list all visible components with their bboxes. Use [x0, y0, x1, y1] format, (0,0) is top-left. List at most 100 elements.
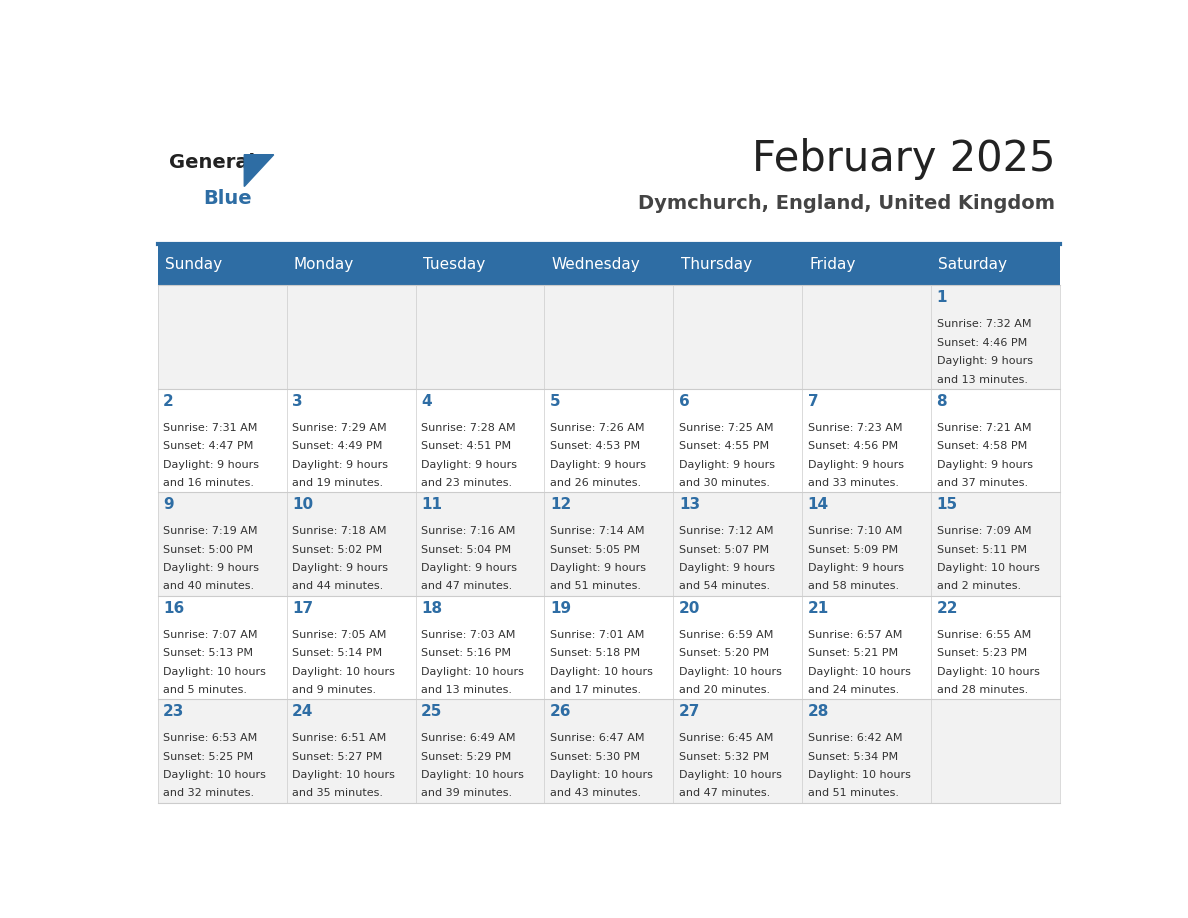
Text: and 23 minutes.: and 23 minutes. — [421, 478, 512, 488]
Text: 9: 9 — [163, 498, 173, 512]
FancyBboxPatch shape — [544, 389, 674, 492]
FancyBboxPatch shape — [931, 492, 1060, 596]
Text: 19: 19 — [550, 601, 571, 616]
Text: 27: 27 — [678, 704, 700, 720]
Text: Sunrise: 7:16 AM: Sunrise: 7:16 AM — [421, 526, 516, 536]
Text: and 2 minutes.: and 2 minutes. — [936, 581, 1020, 591]
FancyBboxPatch shape — [158, 389, 286, 492]
FancyBboxPatch shape — [802, 700, 931, 803]
Text: Daylight: 10 hours: Daylight: 10 hours — [550, 666, 652, 677]
Text: and 26 minutes.: and 26 minutes. — [550, 478, 642, 488]
Text: Daylight: 10 hours: Daylight: 10 hours — [163, 770, 266, 780]
Text: 15: 15 — [936, 498, 958, 512]
Text: Daylight: 9 hours: Daylight: 9 hours — [808, 460, 904, 470]
Text: Sunrise: 7:19 AM: Sunrise: 7:19 AM — [163, 526, 258, 536]
Text: Sunrise: 7:32 AM: Sunrise: 7:32 AM — [936, 319, 1031, 330]
Text: and 32 minutes.: and 32 minutes. — [163, 789, 254, 799]
Text: and 58 minutes.: and 58 minutes. — [808, 581, 899, 591]
Text: Sunrise: 6:47 AM: Sunrise: 6:47 AM — [550, 733, 644, 744]
Text: Sunrise: 6:49 AM: Sunrise: 6:49 AM — [421, 733, 516, 744]
Text: and 9 minutes.: and 9 minutes. — [292, 685, 377, 695]
Text: 21: 21 — [808, 601, 829, 616]
Text: Daylight: 10 hours: Daylight: 10 hours — [936, 666, 1040, 677]
Text: Sunset: 5:16 PM: Sunset: 5:16 PM — [421, 648, 511, 658]
Text: Blue: Blue — [204, 189, 252, 208]
Text: Daylight: 9 hours: Daylight: 9 hours — [550, 460, 646, 470]
Text: and 47 minutes.: and 47 minutes. — [421, 581, 512, 591]
FancyBboxPatch shape — [544, 700, 674, 803]
Text: and 16 minutes.: and 16 minutes. — [163, 478, 254, 488]
Text: Wednesday: Wednesday — [551, 257, 640, 273]
Text: Sunset: 5:30 PM: Sunset: 5:30 PM — [550, 752, 640, 762]
Text: Sunset: 5:00 PM: Sunset: 5:00 PM — [163, 544, 253, 554]
Text: and 13 minutes.: and 13 minutes. — [421, 685, 512, 695]
Text: 28: 28 — [808, 704, 829, 720]
FancyBboxPatch shape — [416, 389, 544, 492]
FancyBboxPatch shape — [674, 285, 802, 389]
FancyBboxPatch shape — [802, 492, 931, 596]
Text: and 35 minutes.: and 35 minutes. — [292, 789, 383, 799]
FancyBboxPatch shape — [286, 700, 416, 803]
Text: 1: 1 — [936, 290, 947, 306]
Text: Sunset: 5:34 PM: Sunset: 5:34 PM — [808, 752, 898, 762]
Text: Sunrise: 7:26 AM: Sunrise: 7:26 AM — [550, 423, 644, 433]
Text: and 28 minutes.: and 28 minutes. — [936, 685, 1028, 695]
Text: Daylight: 10 hours: Daylight: 10 hours — [421, 666, 524, 677]
Text: Sunset: 4:46 PM: Sunset: 4:46 PM — [936, 338, 1026, 348]
Text: and 13 minutes.: and 13 minutes. — [936, 375, 1028, 385]
Text: and 5 minutes.: and 5 minutes. — [163, 685, 247, 695]
Text: and 54 minutes.: and 54 minutes. — [678, 581, 770, 591]
Text: Monday: Monday — [293, 257, 354, 273]
FancyBboxPatch shape — [674, 596, 802, 700]
Text: Sunrise: 6:51 AM: Sunrise: 6:51 AM — [292, 733, 386, 744]
Text: Sunrise: 7:10 AM: Sunrise: 7:10 AM — [808, 526, 902, 536]
Text: Sunset: 4:55 PM: Sunset: 4:55 PM — [678, 442, 769, 452]
Text: and 43 minutes.: and 43 minutes. — [550, 789, 642, 799]
Text: Sunset: 5:27 PM: Sunset: 5:27 PM — [292, 752, 383, 762]
Text: 12: 12 — [550, 498, 571, 512]
Text: Sunset: 5:07 PM: Sunset: 5:07 PM — [678, 544, 769, 554]
Text: 7: 7 — [808, 394, 819, 409]
Text: Daylight: 10 hours: Daylight: 10 hours — [936, 563, 1040, 573]
Text: Sunrise: 6:59 AM: Sunrise: 6:59 AM — [678, 630, 773, 640]
Text: Daylight: 9 hours: Daylight: 9 hours — [421, 563, 517, 573]
Text: Sunset: 4:49 PM: Sunset: 4:49 PM — [292, 442, 383, 452]
Text: Sunset: 5:11 PM: Sunset: 5:11 PM — [936, 544, 1026, 554]
FancyBboxPatch shape — [416, 596, 544, 700]
Text: 16: 16 — [163, 601, 184, 616]
Text: and 51 minutes.: and 51 minutes. — [808, 789, 898, 799]
Text: 22: 22 — [936, 601, 958, 616]
Text: Sunrise: 7:25 AM: Sunrise: 7:25 AM — [678, 423, 773, 433]
FancyBboxPatch shape — [158, 596, 286, 700]
Text: General: General — [169, 152, 255, 172]
Text: 26: 26 — [550, 704, 571, 720]
FancyBboxPatch shape — [802, 285, 931, 389]
Text: Sunrise: 7:09 AM: Sunrise: 7:09 AM — [936, 526, 1031, 536]
FancyBboxPatch shape — [286, 285, 416, 389]
Text: Sunrise: 6:55 AM: Sunrise: 6:55 AM — [936, 630, 1031, 640]
Text: Daylight: 9 hours: Daylight: 9 hours — [678, 563, 775, 573]
FancyBboxPatch shape — [931, 596, 1060, 700]
Text: Tuesday: Tuesday — [423, 257, 485, 273]
Text: Saturday: Saturday — [939, 257, 1007, 273]
FancyBboxPatch shape — [158, 285, 286, 389]
Text: Sunrise: 7:03 AM: Sunrise: 7:03 AM — [421, 630, 516, 640]
FancyBboxPatch shape — [802, 389, 931, 492]
Text: Sunset: 5:20 PM: Sunset: 5:20 PM — [678, 648, 769, 658]
Text: Sunset: 5:18 PM: Sunset: 5:18 PM — [550, 648, 640, 658]
Text: and 47 minutes.: and 47 minutes. — [678, 789, 770, 799]
Text: Daylight: 9 hours: Daylight: 9 hours — [550, 563, 646, 573]
Text: Sunrise: 7:05 AM: Sunrise: 7:05 AM — [292, 630, 386, 640]
FancyBboxPatch shape — [416, 285, 544, 389]
Text: Sunset: 5:32 PM: Sunset: 5:32 PM — [678, 752, 769, 762]
Text: Daylight: 9 hours: Daylight: 9 hours — [421, 460, 517, 470]
Text: Sunset: 4:58 PM: Sunset: 4:58 PM — [936, 442, 1026, 452]
Text: Daylight: 10 hours: Daylight: 10 hours — [550, 770, 652, 780]
Text: Sunrise: 6:45 AM: Sunrise: 6:45 AM — [678, 733, 773, 744]
Text: Daylight: 9 hours: Daylight: 9 hours — [936, 356, 1032, 366]
Text: 11: 11 — [421, 498, 442, 512]
Text: Thursday: Thursday — [681, 257, 752, 273]
Text: 23: 23 — [163, 704, 184, 720]
FancyBboxPatch shape — [158, 700, 286, 803]
FancyBboxPatch shape — [674, 389, 802, 492]
